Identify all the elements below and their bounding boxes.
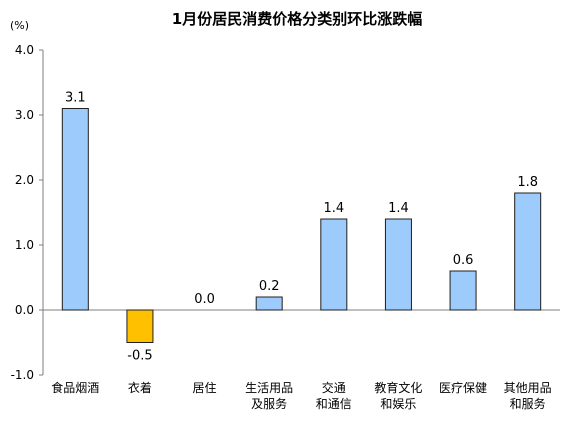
data-label: 3.1 — [65, 91, 86, 106]
x-tick-label: 其他用品 — [504, 381, 552, 395]
x-tick-label: 交通 — [322, 380, 346, 395]
x-tick-label: 和娱乐 — [380, 397, 416, 411]
axes: 4.0 3.0 2.0 1.0 0.0 -1.0 — [11, 43, 560, 382]
x-tick-label: 和通信 — [316, 397, 352, 411]
x-tick-label: 和服务 — [510, 396, 546, 411]
x-tick-label: 衣着 — [128, 380, 152, 395]
bar — [126, 309, 154, 343]
bar — [61, 108, 89, 311]
chart-title: 1月份居民消费价格分类别环比涨跌幅 — [172, 10, 422, 28]
bar — [449, 270, 477, 311]
bar — [255, 296, 283, 311]
y-tick-label: 3.0 — [15, 108, 34, 122]
data-label: 0.0 — [194, 292, 215, 307]
data-label: 1.4 — [323, 201, 344, 216]
data-label: -0.5 — [127, 349, 152, 364]
y-tick-label: 1.0 — [15, 238, 34, 252]
x-tick-label: 医疗保健 — [439, 381, 487, 395]
x-tick-label: 及服务 — [251, 396, 287, 411]
x-tick-label: 食品烟酒 — [51, 380, 99, 395]
y-tick-label: 4.0 — [15, 43, 34, 57]
bar — [384, 218, 412, 311]
data-label: 1.8 — [517, 175, 538, 190]
y-tick-label: 2.0 — [15, 173, 34, 187]
y-tick-label: -1.0 — [11, 368, 34, 382]
y-axis-unit-label: (%) — [10, 19, 29, 32]
bar — [514, 192, 542, 311]
bar — [320, 218, 348, 311]
data-label: 0.2 — [259, 279, 280, 294]
x-tick-label: 生活用品 — [245, 381, 293, 395]
bars — [61, 108, 542, 343]
y-tick-label: 0.0 — [15, 303, 34, 317]
data-label: 1.4 — [388, 201, 409, 216]
x-tick-label: 教育文化 — [374, 380, 422, 395]
data-label: 0.6 — [453, 253, 474, 268]
x-tick-label: 居住 — [193, 381, 217, 395]
